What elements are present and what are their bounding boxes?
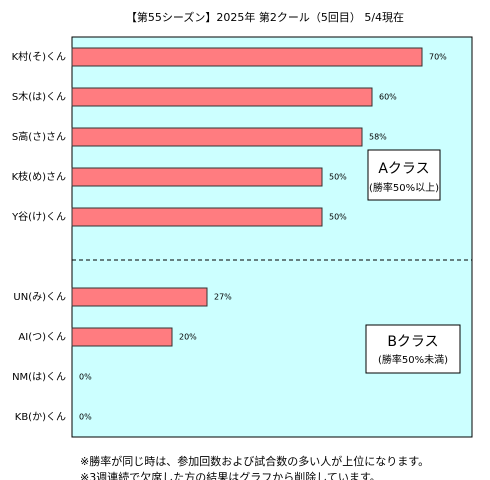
bar [71,47,423,67]
bar [71,167,323,187]
bar [71,127,363,147]
value-label: 58% [369,133,387,142]
annotation-title: Aクラス [378,161,429,177]
y-tick-label: K村(そ)くん [12,50,66,63]
value-label: 0% [79,413,92,422]
footnote: ※3週連続で欠席した方の結果はグラフから削除しています。 [80,470,381,480]
value-label: 50% [329,213,347,222]
bar [71,287,208,307]
annotation-box [365,324,461,374]
y-tick-label: K枝(め)さん [12,170,66,183]
bar [71,327,173,347]
bar [71,207,323,227]
chart-subtitle: 【第55シーズン】2025年 第2クール（5回目） 5/4現在 [126,10,404,24]
annotation-note: (勝率50%以上) [369,181,439,194]
y-tick-label: NM(は)くん [12,371,66,383]
value-label: 20% [179,333,197,342]
y-tick-label: KB(か)くん [15,411,66,423]
value-label: 70% [429,53,447,62]
footnote: ※勝率が同じ時は、参加回数および試合数の多い人が上位になります。 [80,454,429,468]
y-tick-label: S高(さ)さん [12,130,66,143]
y-tick-label: S木(は)くん [12,91,66,103]
annotation-note: (勝率50%未満) [378,353,448,366]
y-tick-label: AI(つ)くん [18,331,66,343]
value-label: 27% [214,293,232,302]
value-label: 0% [79,373,92,382]
y-tick-label: UN(み)くん [13,291,66,303]
value-label: 50% [329,173,347,182]
bar [71,87,373,107]
value-label: 60% [379,93,397,102]
y-tick-label: Y谷(け)くん [11,211,66,223]
annotation-box [367,149,441,201]
annotation-title: Bクラス [387,334,438,350]
